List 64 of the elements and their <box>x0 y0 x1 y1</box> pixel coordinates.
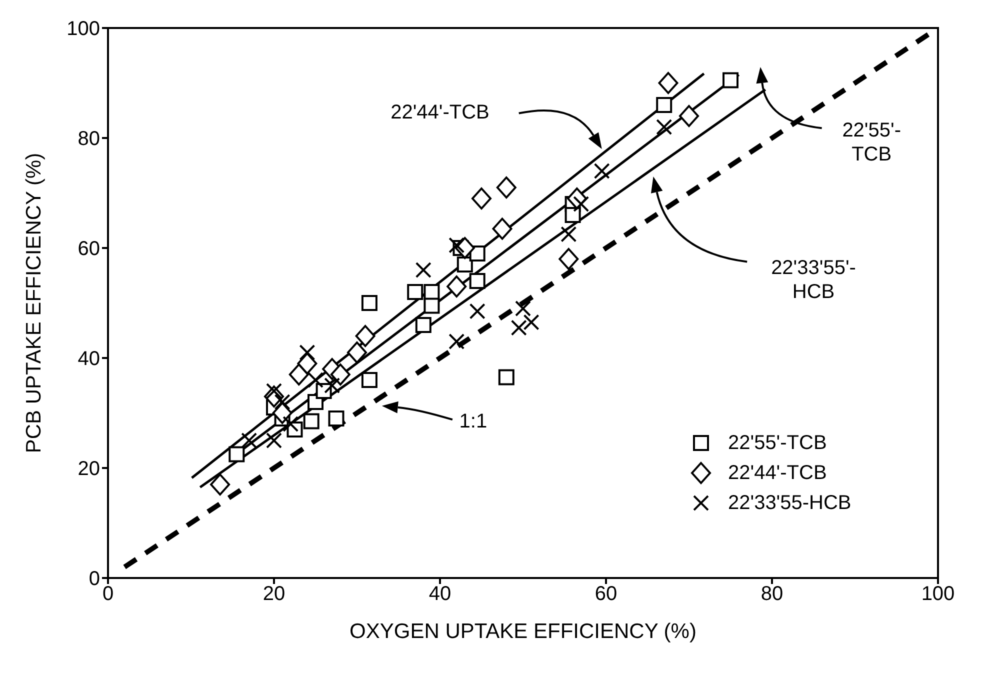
x-tick-label: 80 <box>760 583 784 606</box>
legend-label: 22'55'-TCB <box>728 431 827 456</box>
point <box>469 303 486 320</box>
point <box>424 298 440 314</box>
point <box>415 317 432 333</box>
point <box>288 364 309 386</box>
point <box>228 446 245 462</box>
point <box>456 256 473 272</box>
point <box>308 372 324 388</box>
point <box>324 378 340 394</box>
point <box>656 97 672 113</box>
annotation: 22'55'-TCB <box>842 120 901 166</box>
point <box>241 432 258 448</box>
y-tick-label: 20 <box>78 458 100 480</box>
legend-label: 22'44'-TCB <box>728 461 827 486</box>
point <box>679 105 699 127</box>
y-tick-label: 60 <box>78 238 100 260</box>
point <box>448 334 465 350</box>
x-tick-label: 60 <box>594 583 618 606</box>
point <box>523 314 540 330</box>
point <box>594 163 610 179</box>
point <box>469 273 486 289</box>
point <box>558 248 579 270</box>
point <box>722 72 738 88</box>
x-tick-label: 20 <box>262 583 286 606</box>
point <box>330 364 350 386</box>
point <box>469 246 486 262</box>
point <box>407 284 424 300</box>
point <box>210 474 230 496</box>
point <box>448 237 465 254</box>
y-tick-label: 80 <box>78 128 100 150</box>
point <box>299 344 316 360</box>
annotation: 1:1 <box>459 410 488 433</box>
point <box>472 188 492 210</box>
point <box>515 300 531 316</box>
point <box>510 320 527 336</box>
point <box>361 372 378 388</box>
point <box>564 207 581 223</box>
x-tick-label: 0 <box>102 583 114 606</box>
x-tick-label: 40 <box>428 583 452 606</box>
x-tick-label: 100 <box>921 583 955 606</box>
point <box>446 276 467 298</box>
y-tick-label: 0 <box>88 568 100 590</box>
point <box>328 410 344 426</box>
point <box>282 416 299 432</box>
point <box>266 432 282 448</box>
annotation: 22'33'55'-HCB <box>771 257 856 304</box>
point <box>560 226 577 242</box>
point <box>415 262 432 278</box>
annotation: 22'44'-TCB <box>390 102 490 124</box>
point <box>355 325 376 347</box>
point <box>492 218 512 240</box>
y-axis-title: PCB UPTAKE EFFICIENCY (%) <box>22 152 46 454</box>
legend-label: 22'33'55-HCB <box>728 491 852 516</box>
y-tick-label: 40 <box>78 348 100 370</box>
point <box>498 369 514 386</box>
point <box>658 72 678 94</box>
point <box>496 176 516 198</box>
point <box>656 119 672 135</box>
point <box>347 342 367 364</box>
point <box>303 413 320 430</box>
y-tick-label: 100 <box>66 18 100 40</box>
point <box>361 295 378 311</box>
x-axis-title: OXYGEN UPTAKE EFFICIENCY (%) <box>350 620 696 643</box>
